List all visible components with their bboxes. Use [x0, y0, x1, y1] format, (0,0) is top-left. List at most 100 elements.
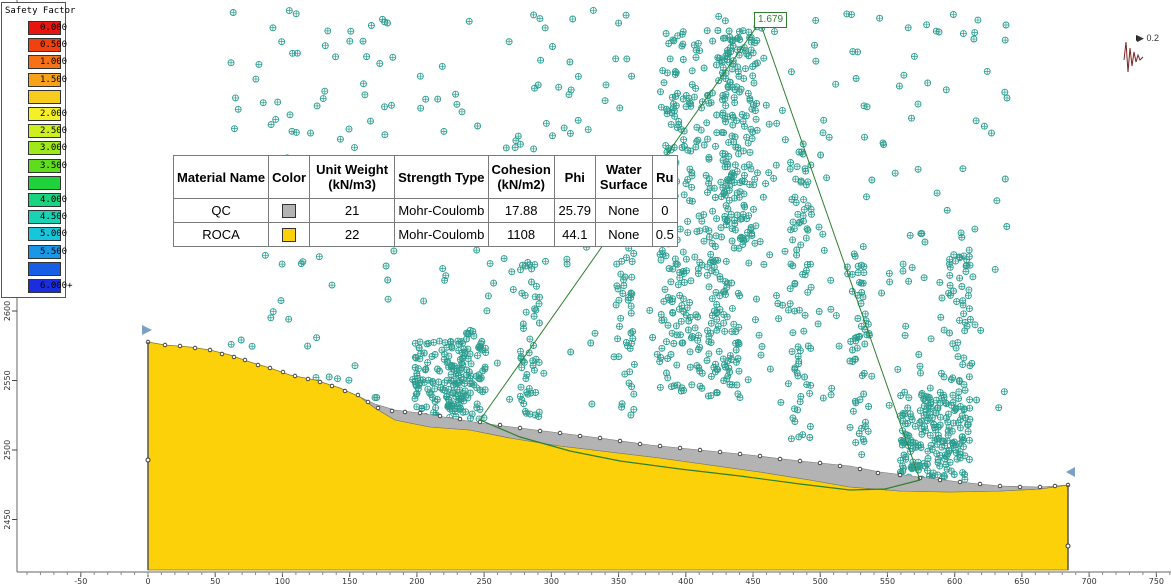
legend-swatch: 2.500 — [28, 124, 67, 139]
slip-center-point — [946, 329, 953, 337]
slip-center-point — [438, 62, 446, 70]
slip-center-point — [666, 55, 674, 63]
legend-label: 5.500 — [40, 246, 68, 257]
slip-center-point — [947, 467, 955, 475]
surface-vertex — [997, 483, 1003, 489]
slip-center-point — [455, 398, 462, 406]
slip-center-point — [467, 372, 475, 380]
slip-center-point — [732, 143, 740, 151]
slip-center-point — [728, 169, 736, 177]
slip-center-point — [832, 312, 840, 320]
slip-center-point — [760, 260, 768, 268]
slip-center-point — [732, 358, 740, 366]
slip-center-point — [801, 373, 809, 381]
slip-center-point — [724, 372, 732, 380]
critical-slip-surface — [479, 419, 921, 491]
header-phi: Phi — [553, 155, 596, 199]
legend-swatch: 4.500 — [28, 210, 67, 225]
slip-center-point — [227, 340, 235, 348]
slip-center-point — [796, 347, 804, 355]
slip-center-point — [694, 346, 702, 353]
slip-center-point — [854, 262, 862, 270]
slip-center-point — [670, 37, 678, 45]
slip-center-point — [698, 217, 706, 225]
slip-center-point — [555, 83, 563, 91]
right-limit-marker-icon[interactable] — [1066, 467, 1075, 477]
slip-center-point — [690, 93, 698, 101]
slip-center-point — [703, 271, 711, 279]
left-limit-marker-icon[interactable] — [142, 325, 152, 335]
slip-center-point — [528, 265, 536, 273]
slip-center-point — [936, 399, 944, 407]
slip-center-point — [899, 437, 907, 445]
slip-center-point — [535, 413, 543, 421]
slip-center-point — [602, 81, 610, 89]
slip-center-point — [371, 394, 379, 402]
slip-center-point — [672, 102, 680, 110]
slip-center-point — [951, 407, 959, 415]
slip-center-point — [952, 257, 960, 265]
cell-color — [268, 222, 311, 247]
slip-center-point — [252, 75, 260, 83]
slip-center-point — [511, 144, 519, 152]
slip-center-point — [946, 263, 954, 271]
surface-vertex — [817, 460, 823, 466]
slip-center-point — [304, 342, 312, 350]
slip-center-point — [781, 136, 789, 144]
slip-center-point — [936, 462, 944, 470]
slip-center-point — [778, 106, 786, 114]
slip-center-point — [941, 473, 948, 481]
slip-center-point — [617, 270, 625, 278]
slip-center-point — [493, 359, 501, 367]
slip-center-point — [688, 81, 696, 89]
slip-center-point — [416, 379, 424, 387]
slip-center-point — [962, 268, 970, 276]
surface-vertex — [517, 425, 523, 431]
slip-center-point — [535, 319, 543, 327]
seismic-load-icon[interactable] — [1123, 35, 1144, 73]
slip-center-point — [945, 260, 953, 268]
slip-center-point — [735, 340, 743, 348]
slip-center-point — [940, 326, 948, 334]
slip-center-point — [899, 411, 907, 419]
slip-center-point — [500, 255, 508, 263]
slip-center-point — [743, 50, 751, 58]
slip-center-point — [797, 392, 805, 400]
slip-center-point — [687, 100, 695, 107]
slip-center-point — [449, 389, 456, 397]
slip-center-point — [332, 53, 340, 61]
slip-center-point — [858, 261, 866, 269]
slip-center-point — [313, 334, 321, 342]
slip-center-point — [800, 217, 807, 225]
slip-center-point — [908, 264, 916, 272]
slip-center-point — [703, 27, 711, 35]
surface-vertex — [977, 481, 983, 487]
slip-center-point — [452, 393, 460, 400]
slip-center-point — [259, 99, 267, 107]
cell-strength-type: Mohr-Coulomb — [394, 222, 489, 247]
slip-center-point — [945, 447, 953, 454]
slip-center-point — [727, 210, 735, 218]
slip-center-point — [680, 191, 688, 199]
slip-center-point — [771, 28, 778, 36]
header-strength-type: Strength Type — [394, 155, 489, 199]
slip-center-point — [684, 176, 692, 184]
slip-center-point — [710, 363, 718, 371]
cell-color — [268, 198, 311, 223]
slip-center-point — [664, 355, 672, 363]
slip-center-point — [960, 354, 968, 362]
slip-center-point — [646, 306, 654, 314]
slip-center-point — [649, 334, 657, 341]
cell-water-surface: None — [594, 222, 653, 247]
slip-center-point — [628, 383, 636, 391]
slip-center-point — [949, 374, 957, 382]
slip-center-point — [904, 24, 912, 32]
slip-center-point — [728, 304, 736, 312]
legend-label: 4.500 — [40, 212, 68, 223]
slip-center-point — [700, 141, 708, 149]
slip-center-point — [860, 102, 868, 110]
slip-center-point — [965, 305, 973, 313]
slip-center-point — [815, 308, 823, 315]
slip-center-point — [483, 307, 491, 315]
